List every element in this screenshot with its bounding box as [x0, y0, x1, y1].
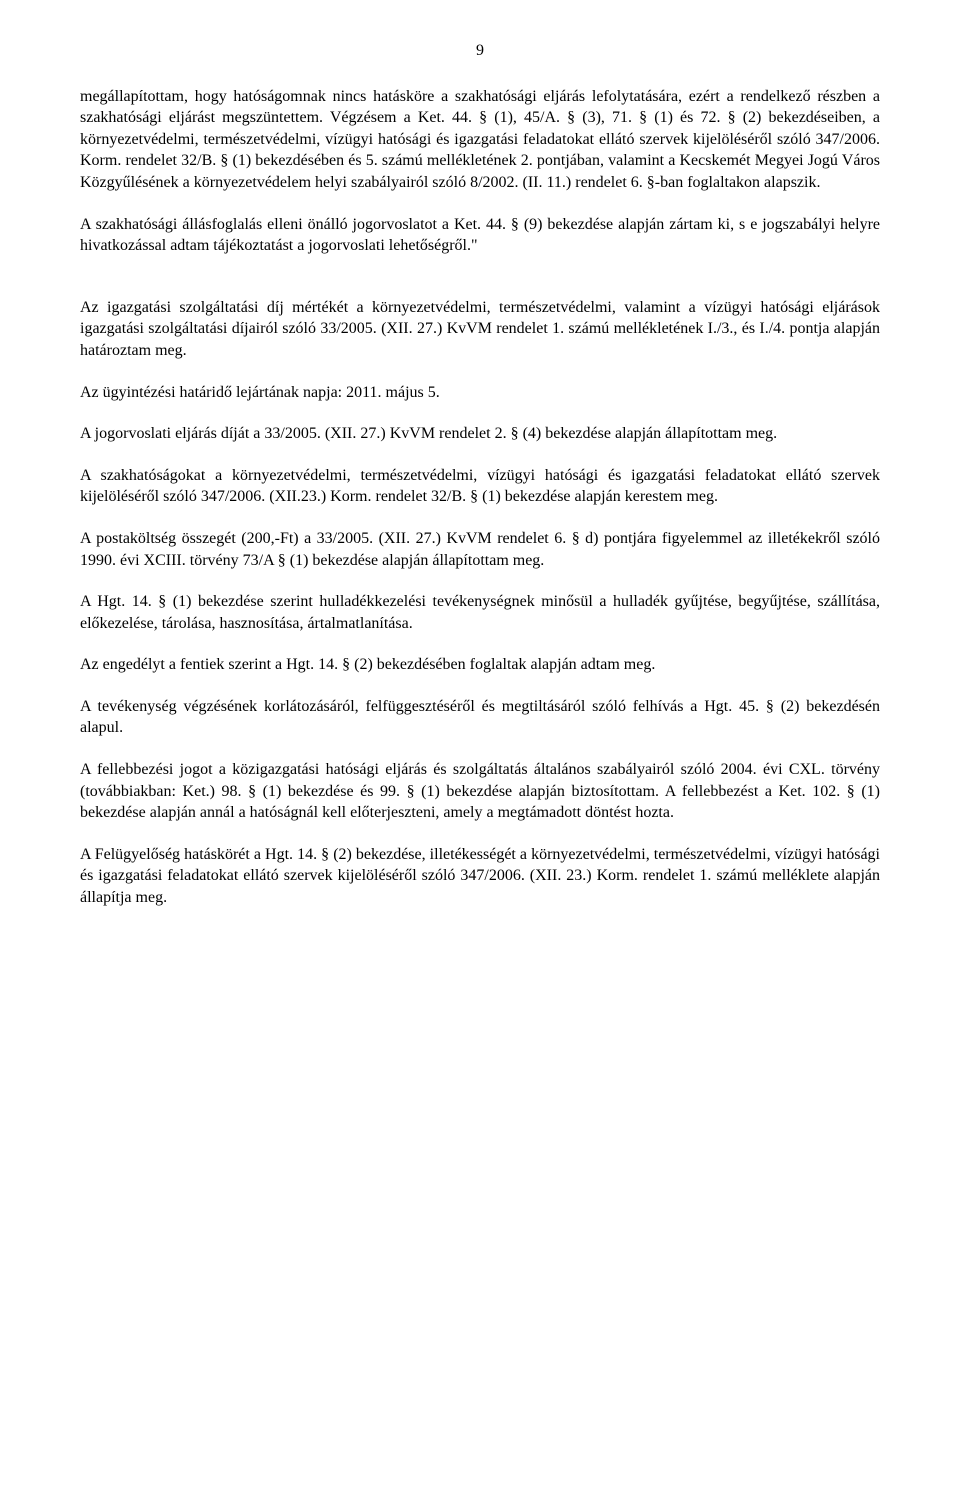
- paragraph-6: A szakhatóságokat a környezetvédelmi, te…: [80, 465, 880, 508]
- paragraph-9: Az engedélyt a fentiek szerint a Hgt. 14…: [80, 654, 880, 676]
- paragraph-3: Az igazgatási szolgáltatási díj mértékét…: [80, 297, 880, 362]
- paragraph-10: A tevékenység végzésének korlátozásáról,…: [80, 696, 880, 739]
- paragraph-8: A Hgt. 14. § (1) bekezdése szerint hulla…: [80, 591, 880, 634]
- paragraph-11: A fellebbezési jogot a közigazgatási hat…: [80, 759, 880, 824]
- paragraph-5: A jogorvoslati eljárás díját a 33/2005. …: [80, 423, 880, 445]
- paragraph-4: Az ügyintézési határidő lejártának napja…: [80, 382, 880, 404]
- paragraph-2: A szakhatósági állásfoglalás elleni önál…: [80, 214, 880, 257]
- paragraph-1: megállapítottam, hogy hatóságomnak nincs…: [80, 86, 880, 194]
- page-number: 9: [80, 40, 880, 62]
- paragraph-12: A Felügyelőség hatáskörét a Hgt. 14. § (…: [80, 844, 880, 909]
- paragraph-7: A postaköltség összegét (200,-Ft) a 33/2…: [80, 528, 880, 571]
